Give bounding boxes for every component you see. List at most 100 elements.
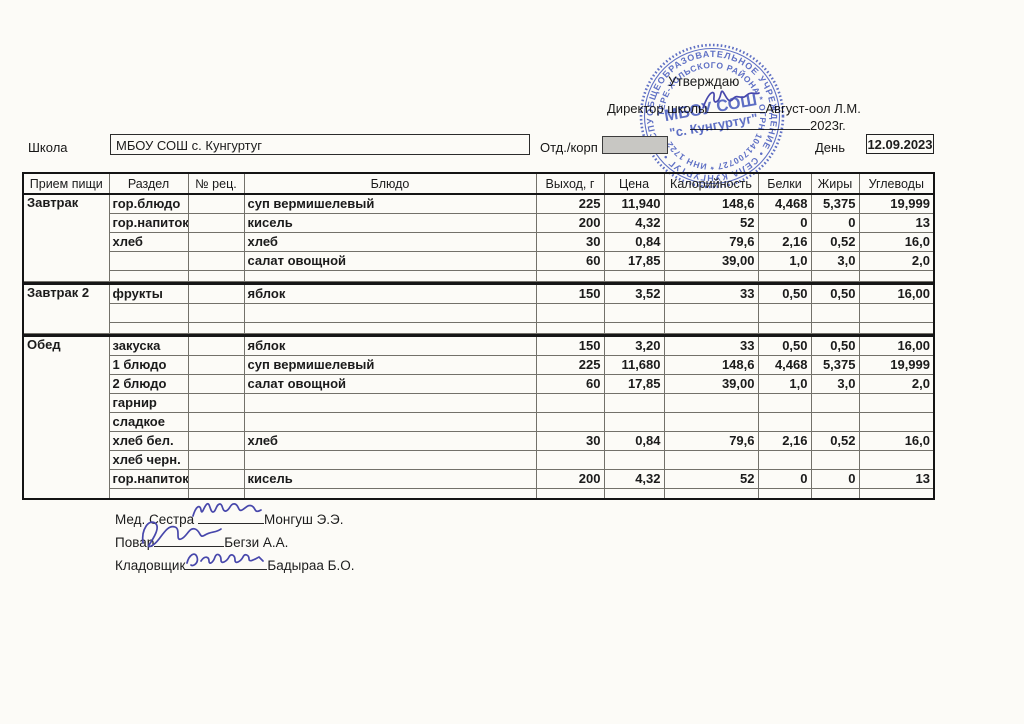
povar-signature-ink [141, 521, 222, 548]
cell-rec [187, 392, 245, 413]
column-header: Блюдо [243, 172, 537, 195]
table-row: 1 блюдо суп вермишелевый 225 11,680 148,6 4,4… [23, 354, 935, 375]
person-name: Бадыраа Б.О. [267, 558, 355, 573]
director-name: Август-оол Л.М. [765, 101, 861, 116]
cell-belki: 2,16 [757, 231, 812, 252]
cell-zhiry [810, 411, 860, 432]
cell-zhiry: 3,0 [810, 250, 860, 271]
cell-vyhod [535, 269, 605, 282]
cell-uglevody: 16,0 [858, 231, 935, 252]
cell-zhiry: 0,50 [810, 335, 860, 356]
cell-kal [663, 411, 759, 432]
dept-label: Отд./корп [540, 140, 598, 155]
table-row: гор.напиток кисель 200 4,32 52 0 0 13 [23, 468, 935, 489]
cell-cena [603, 449, 665, 470]
cell-rec [187, 269, 245, 282]
cell-belki: 2,16 [757, 430, 812, 451]
cell-razdel [108, 302, 189, 323]
signature-row-povar: Повар Бегзи А.А. [115, 532, 288, 550]
cell-uglevody [858, 321, 935, 334]
cell-vyhod: 225 [535, 193, 605, 214]
cell-belki [757, 411, 812, 432]
cell-uglevody [858, 392, 935, 413]
cell-rec [187, 283, 245, 304]
column-header: Углеводы [858, 172, 935, 195]
cell-belki [757, 449, 812, 470]
signature-row-kladovshchik: Кладовщик Бадыраа Б.О. [115, 555, 354, 573]
signature-line [197, 509, 264, 524]
cell-vyhod: 200 [535, 468, 605, 489]
cell-razdel: 1 блюдо [108, 354, 189, 375]
cell-cena [603, 321, 665, 334]
director-signature-line [707, 99, 766, 113]
cell-kal: 39,00 [663, 250, 759, 271]
cell-kal [663, 487, 759, 500]
dept-field [602, 136, 668, 154]
cell-uglevody: 2,0 [858, 250, 935, 271]
cell-kal [663, 392, 759, 413]
cell-vyhod: 225 [535, 354, 605, 375]
cell-dish: хлеб [243, 430, 537, 451]
cell-rec [187, 193, 245, 214]
cell-kal: 33 [663, 283, 759, 304]
cell-cena: 17,85 [603, 250, 665, 271]
cell-belki: 4,468 [757, 354, 812, 375]
cell-rec [187, 212, 245, 233]
column-header: Калорийность [663, 172, 759, 195]
cell-razdel: фрукты [108, 283, 189, 304]
cell-razdel [108, 321, 189, 334]
year-line: 2023г. [690, 116, 846, 133]
cell-cena: 3,52 [603, 283, 665, 304]
cell-vyhod: 200 [535, 212, 605, 233]
cell-razdel: гор.напиток [108, 468, 189, 489]
signature-line [185, 555, 268, 570]
cell-belki: 0,50 [757, 283, 812, 304]
cell-rec [187, 231, 245, 252]
cell-razdel: хлеб бел. [108, 430, 189, 451]
table-header-row: Прием пищи Раздел № рец. Блюдо Выход, г Цена К… [22, 172, 935, 195]
cell-uglevody: 16,00 [858, 283, 935, 304]
cell-dish [243, 321, 537, 334]
date-blank-line [690, 116, 810, 130]
cell-rec [187, 430, 245, 451]
cell-zhiry [810, 269, 860, 282]
kladovshchik-signature-ink [186, 553, 264, 567]
cell-zhiry: 5,375 [810, 193, 860, 214]
role-label: Мед. Сестра [115, 512, 195, 527]
cell-belki [757, 269, 812, 282]
cell-zhiry: 0,52 [810, 231, 860, 252]
cell-razdel: закуска [108, 335, 189, 356]
cell-kal: 79,6 [663, 231, 759, 252]
column-header: № рец. [187, 172, 245, 195]
signature-row-med-sestra: Мед. Сестра Монгуш Э.Э. [115, 509, 344, 527]
table-row: хлеб хлеб 30 0,84 79,6 2,16 0,52 16,0 [23, 231, 935, 252]
cell-cena [603, 487, 665, 500]
cell-cena [603, 411, 665, 432]
cell-zhiry: 0 [810, 212, 860, 233]
table-row: гор.напиток кисель 200 4,32 52 0 0 13 [23, 212, 935, 233]
menu-table: Прием пищи Раздел № рец. Блюдо Выход, г Цена К… [22, 172, 935, 500]
cell-belki [757, 302, 812, 323]
table-row [23, 269, 935, 282]
director-label: Директор школы [607, 101, 708, 116]
cell-vyhod: 30 [535, 430, 605, 451]
director-line: Директор школы Август-оол Л.М. [607, 99, 861, 116]
cell-kal [663, 321, 759, 334]
cell-razdel: гор.блюдо [108, 193, 189, 214]
cell-cena [603, 392, 665, 413]
cell-dish [243, 302, 537, 323]
cell-vyhod: 30 [535, 231, 605, 252]
column-header: Раздел [108, 172, 189, 195]
cell-belki [757, 321, 812, 334]
cell-rec [187, 354, 245, 375]
cell-cena: 4,32 [603, 468, 665, 489]
cell-kal: 148,6 [663, 354, 759, 375]
stamp-outer-tick-ring [639, 43, 785, 189]
cell-zhiry [810, 321, 860, 334]
cell-uglevody [858, 269, 935, 282]
table-row [23, 302, 935, 323]
cell-dish [243, 411, 537, 432]
table-row: Обед закуска яблок 150 3,20 33 0,50 0,50 16,00 [22, 335, 935, 500]
cell-zhiry: 0 [810, 468, 860, 489]
cell-vyhod [535, 487, 605, 500]
